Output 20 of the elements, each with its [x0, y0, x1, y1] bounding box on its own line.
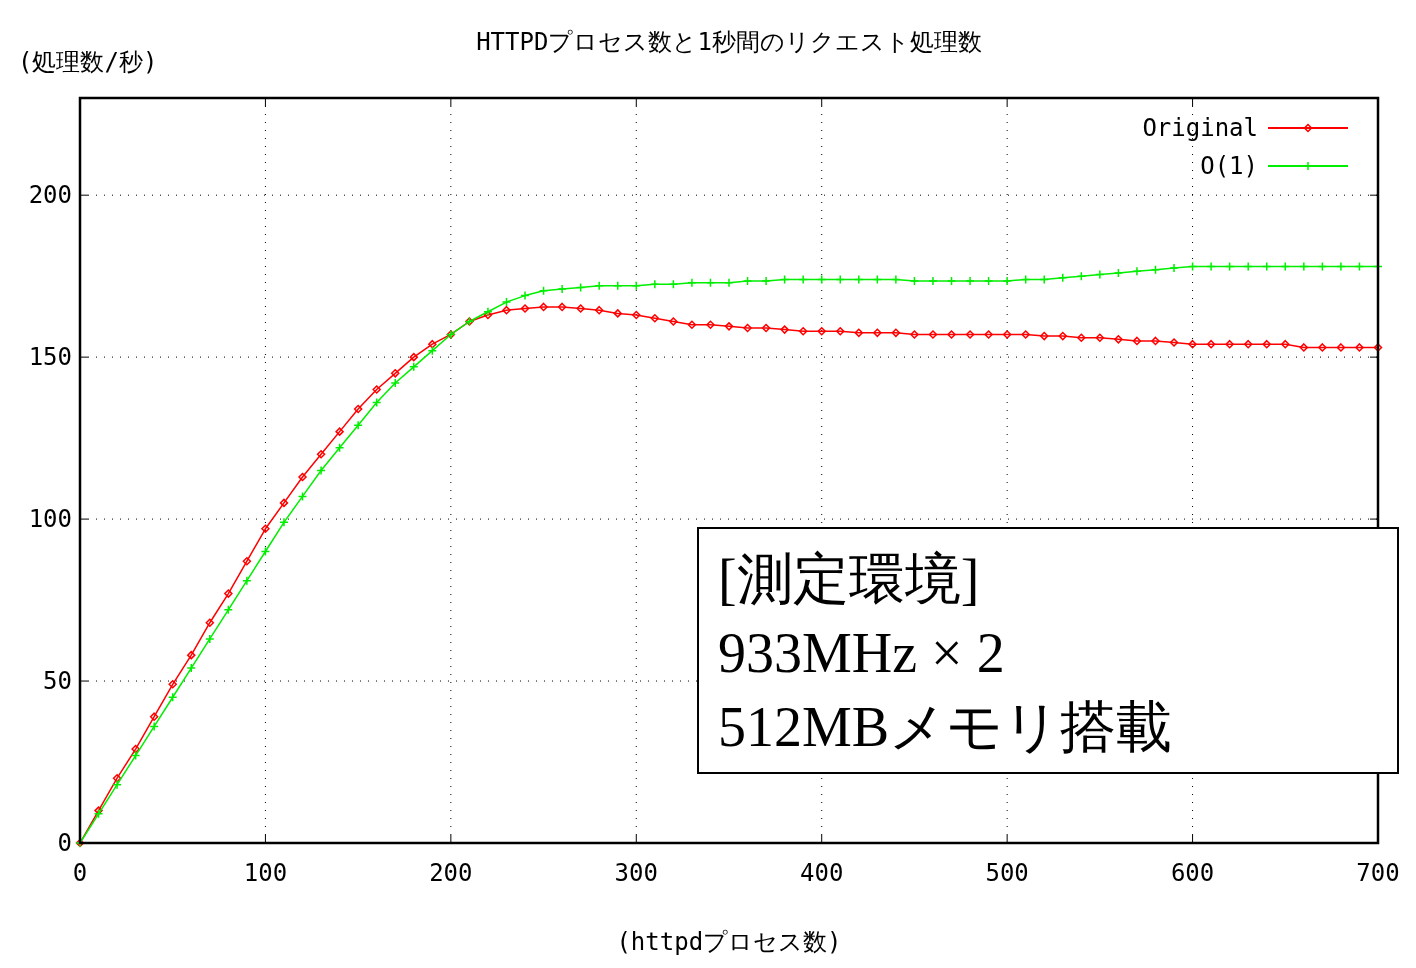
- legend-label: Original: [1142, 114, 1258, 142]
- chart-title: HTTPDプロセス数と1秒間のリクエスト処理数: [476, 28, 982, 56]
- y-tick-label: 50: [43, 667, 72, 696]
- x-tick-label: 200: [429, 859, 473, 887]
- legend-label: O(1): [1200, 152, 1258, 180]
- x-tick-label: 600: [1170, 859, 1215, 887]
- x-tick-label: 700: [1356, 859, 1400, 887]
- annotation: 512MBメモリ搭載: [718, 696, 1173, 758]
- y-tick-label: 200: [28, 181, 72, 210]
- x-tick-label: 500: [985, 859, 1029, 887]
- y-tick-label: 0: [57, 829, 72, 857]
- x-tick-label: 100: [243, 859, 288, 887]
- annotation: [測定環境]: [718, 548, 980, 610]
- y-axis-title: (処理数/秒): [18, 48, 158, 76]
- y-tick-label: 150: [28, 343, 72, 372]
- annotation: 933MHz × 2: [718, 622, 1005, 684]
- x-tick-label: 400: [800, 859, 844, 887]
- x-axis-title: (httpdプロセス数): [616, 928, 842, 956]
- y-tick-label: 100: [28, 505, 72, 534]
- x-tick-label: 300: [614, 859, 658, 887]
